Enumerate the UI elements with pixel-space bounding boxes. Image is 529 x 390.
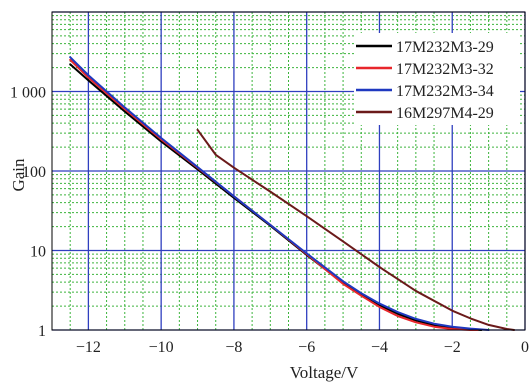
- x-tick-labels: −12 −10 −8 −6 −4 −2 0: [76, 339, 529, 356]
- x-tick-label: 0: [521, 339, 529, 356]
- legend-label: 17M232M3-34: [396, 83, 494, 100]
- legend-box: [354, 33, 520, 125]
- series-line: [196, 128, 516, 331]
- plot-frame: [51, 11, 526, 331]
- x-tick-label: −10: [149, 339, 174, 356]
- legend: 17M232M3-29 17M232M3-32 17M232M3-34 16M297M…: [354, 33, 520, 125]
- y-axis-label: Gain: [9, 158, 28, 192]
- legend-label: 17M232M3-29: [396, 39, 494, 56]
- x-tick-label: −2: [444, 339, 461, 356]
- y-tick-label: 100: [22, 164, 46, 181]
- series-line: [69, 56, 490, 331]
- series-layer: [69, 56, 516, 331]
- legend-label: 16M297M4-29: [396, 105, 494, 122]
- grid-layer: [51, 11, 526, 331]
- y-tick-label: 1 000: [10, 85, 46, 102]
- x-axis-label: Voltage/V: [290, 363, 359, 382]
- series-line: [69, 58, 479, 331]
- x-tick-label: −6: [298, 339, 315, 356]
- x-tick-label: −4: [371, 339, 388, 356]
- x-tick-label: −12: [76, 339, 101, 356]
- y-tick-label: 10: [30, 244, 46, 261]
- y-tick-labels: 1 10 100 1 000: [10, 85, 46, 341]
- y-tick-label: 1: [38, 323, 46, 340]
- legend-label: 17M232M3-32: [396, 61, 494, 78]
- x-tick-label: −8: [225, 339, 242, 356]
